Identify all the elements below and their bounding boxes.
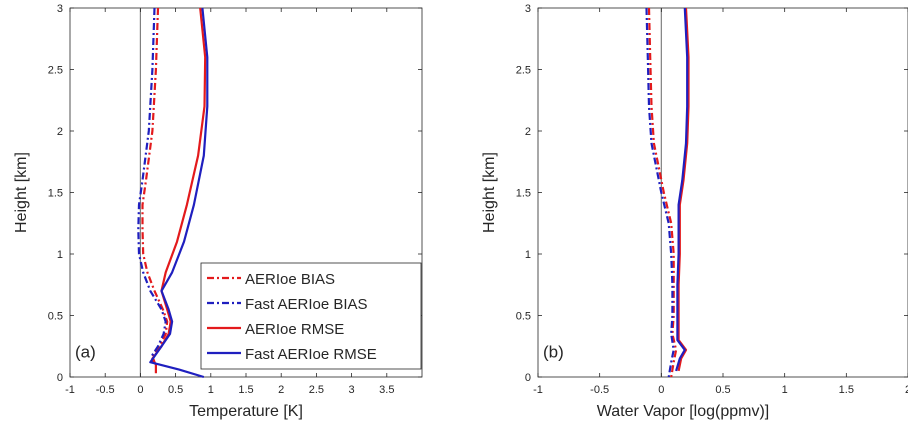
series-line-fast-aerioe-bias [137, 7, 167, 363]
y-tick-label: 0.5 [48, 311, 63, 323]
y-tick-label: 2.5 [516, 65, 531, 77]
x-tick-label: 1.5 [839, 384, 854, 396]
legend: AERIoe BIAS Fast AERIoe BIAS AERIoe RMSE Fa… [200, 262, 422, 370]
x-tick-label: 1.5 [238, 384, 253, 396]
x-tick-label: -0.5 [590, 384, 609, 396]
x-tick-label: 2 [905, 384, 908, 396]
y-tick-label: 1 [525, 249, 531, 261]
x-tick-label: 2.5 [309, 384, 324, 396]
chart-panel-2: -1 -0.5 0 0.5 1 1.5 2 0 0.5 1 1.5 2 2.5 3 Water Vapor … [481, 3, 908, 420]
y-axis-label: Height [km] [13, 152, 30, 233]
legend-entry-label: AERIoe RMSE [245, 321, 344, 338]
chart-panel-1: -1 -0.5 0 0.5 1 1.5 2 2.5 3 3.5 0 0.5 1 1.5 2 2.5 3 Tempe… [13, 3, 423, 420]
x-tick-label: -1 [65, 384, 75, 396]
x-tick-label: 1 [782, 384, 788, 396]
y-tick-label: 1 [57, 249, 63, 261]
series-line-fast-aerioe-rmse [675, 7, 689, 372]
y-tick-label: 2.5 [48, 65, 63, 77]
x-tick-label: 0 [658, 384, 664, 396]
x-tick-label: 0.5 [168, 384, 183, 396]
legend-entry-label: Fast AERIoe BIAS [245, 296, 368, 313]
y-tick-label: 3 [57, 3, 63, 15]
series-line-fast-aerioe-rmse [149, 7, 209, 379]
legend-entry-label: AERIoe BIAS [245, 271, 335, 288]
y-tick-label: 2 [525, 126, 531, 138]
legend-entry-label: Fast AERIoe RMSE [245, 346, 377, 363]
x-tick-label: 2 [278, 384, 284, 396]
series-line-aerioe-bias [141, 7, 169, 363]
x-tick-label: 3 [349, 384, 355, 396]
plot-frame [537, 7, 908, 378]
x-tick-label: -1 [533, 384, 543, 396]
y-tick-label: 0 [57, 372, 63, 384]
panel-label: (a) [75, 342, 96, 361]
x-axis-label: Temperature [K] [189, 403, 303, 420]
y-tick-label: 2 [57, 126, 63, 138]
x-tick-label: 0 [137, 384, 143, 396]
y-tick-label: 1.5 [516, 188, 531, 200]
legend-box [200, 262, 422, 370]
y-tick-label: 0.5 [516, 311, 531, 323]
y-tick-label: 0 [525, 372, 531, 384]
x-tick-label: -0.5 [96, 384, 115, 396]
panel-label: (b) [543, 342, 564, 361]
series-line-aerioe-bias [647, 7, 678, 378]
x-tick-label: 0.5 [715, 384, 730, 396]
y-axis-label: Height [km] [481, 152, 498, 233]
x-axis-label: Water Vapor [log(ppmv)] [597, 403, 770, 420]
y-tick-label: 3 [525, 3, 531, 15]
x-tick-label: 1 [208, 384, 214, 396]
series-line-fast-aerioe-bias [645, 7, 675, 378]
y-tick-label: 1.5 [48, 188, 63, 200]
x-tick-label: 3.5 [379, 384, 394, 396]
